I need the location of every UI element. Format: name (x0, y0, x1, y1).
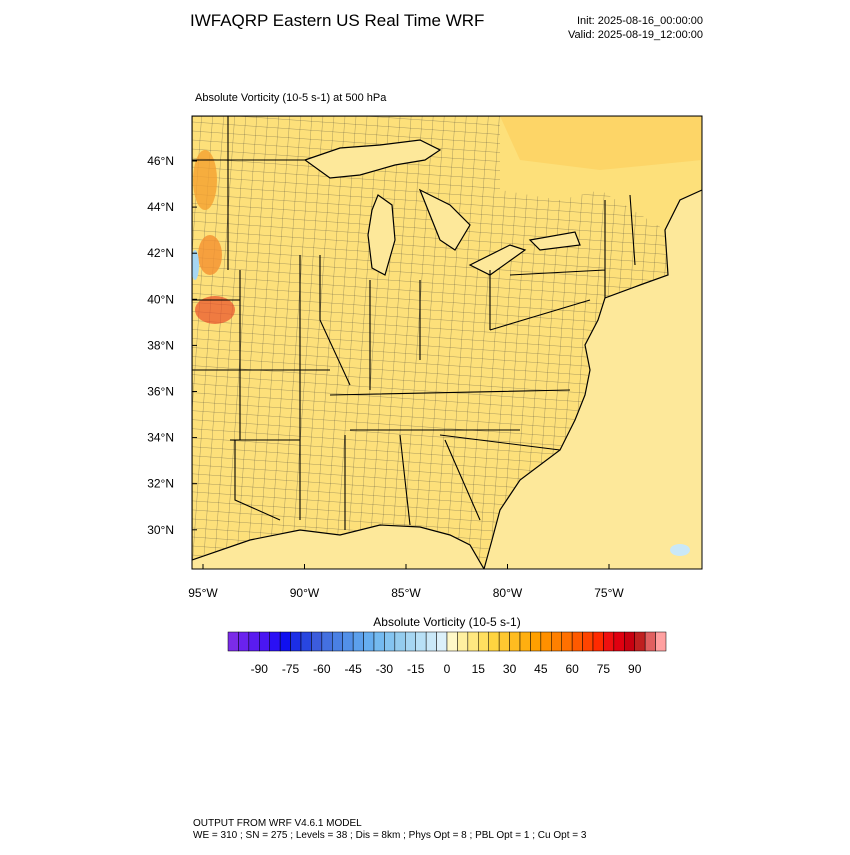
colorbar-box (446, 631, 458, 652)
colorbar-box (644, 631, 656, 652)
colorbar-label: 75 (597, 662, 611, 676)
lon-axis: 95°W 90°W 85°W 80°W 75°W (188, 564, 624, 600)
colorbar-box (300, 631, 312, 652)
colorbar-box (530, 631, 542, 652)
colorbar-label: -15 (407, 662, 425, 676)
lon-label: 95°W (188, 586, 218, 600)
subtitle: Absolute Vorticity (10-5 s-1) at 500 hPa (195, 92, 387, 104)
colorbar-box (498, 631, 510, 652)
colorbar-box (488, 631, 500, 652)
shade (500, 116, 702, 170)
colorbar-label: 30 (503, 662, 517, 676)
shade (670, 544, 690, 556)
colorbar-box (571, 631, 583, 652)
init-time: Init: 2025-08-16_00:00:00 (577, 15, 703, 27)
lat-label: 34°N (147, 431, 174, 445)
lat-label: 44°N (147, 200, 174, 214)
shade (193, 150, 217, 210)
footer-settings: WE = 310 ; SN = 275 ; Levels = 38 ; Dis … (193, 830, 587, 841)
colorbar-label: -90 (251, 662, 269, 676)
colorbar-box (384, 631, 396, 652)
colorbar-label: 90 (628, 662, 642, 676)
state-lines (192, 116, 636, 530)
colorbar-box (259, 631, 270, 652)
colorbar-box (227, 631, 239, 652)
colorbar-box (332, 631, 343, 652)
lon-label: 75°W (594, 586, 624, 600)
colorbar-box (457, 631, 469, 652)
great-lakes (303, 139, 581, 276)
colorbar-box (279, 631, 291, 652)
colorbar-box (582, 631, 594, 652)
colorbar-box (269, 631, 281, 652)
lat-label: 32°N (147, 477, 174, 491)
colorbar-box (415, 631, 427, 652)
colorbar-box (561, 631, 573, 652)
lat-label: 46°N (147, 154, 174, 168)
colorbar-box (290, 631, 302, 652)
lat-label: 42°N (147, 246, 174, 260)
colorbar-box (624, 631, 635, 652)
map (192, 116, 702, 569)
colorbar-box (342, 631, 354, 652)
county-lines (192, 116, 668, 569)
colorbar-box (363, 631, 375, 652)
colorbar-label: 0 (444, 662, 451, 676)
colorbar-title: Absolute Vorticity (10-5 s-1) (373, 615, 520, 629)
lat-label: 38°N (147, 338, 174, 352)
title: IWFAQRP Eastern US Real Time WRF (190, 11, 484, 30)
colorbar-label: -75 (282, 662, 300, 676)
lat-axis: 46°N 44°N 42°N 40°N 38°N 36°N 34°N 32°N 30°N (147, 154, 197, 537)
lon-label: 80°W (493, 586, 523, 600)
colorbar-box (467, 631, 479, 652)
map-frame (191, 115, 703, 570)
colorbar-box (436, 631, 448, 652)
colorbar-label: -30 (376, 662, 394, 676)
colorbar-box (425, 631, 437, 652)
colorbar-box (634, 631, 646, 652)
footer-model: OUTPUT FROM WRF V4.6.1 MODEL (193, 818, 362, 829)
lat-label: 30°N (147, 523, 174, 537)
lat-label: 40°N (147, 292, 174, 306)
shade (198, 235, 222, 275)
colorbar: -90 -75 -60 -45 -30 -15 0 15 30 45 60 75 90 (227, 631, 667, 676)
colorbar-box (405, 631, 416, 652)
colorbar-label: -45 (344, 662, 362, 676)
colorbar-box (394, 631, 406, 652)
colorbar-box (551, 631, 562, 652)
colorbar-box (603, 631, 615, 652)
shade (195, 296, 235, 324)
colorbar-box (321, 631, 333, 652)
colorbar-box (519, 631, 531, 652)
colorbar-box (540, 631, 552, 652)
valid-time: Valid: 2025-08-19_12:00:00 (568, 29, 703, 41)
colorbar-box (478, 631, 489, 652)
shade (192, 250, 199, 280)
lat-label: 36°N (147, 385, 174, 399)
colorbar-box (238, 631, 250, 652)
colorbar-box (613, 631, 625, 652)
colorbar-box (373, 631, 385, 652)
colorbar-label: 60 (565, 662, 579, 676)
colorbar-box (311, 631, 323, 652)
colorbar-box (248, 631, 260, 652)
colorbar-box (655, 631, 667, 652)
colorbar-box (592, 631, 604, 652)
lon-label: 90°W (290, 586, 320, 600)
colorbar-box (352, 631, 364, 652)
colorbar-label: 15 (472, 662, 486, 676)
colorbar-label: 45 (534, 662, 548, 676)
colorbar-box (509, 631, 521, 652)
lon-label: 85°W (391, 586, 421, 600)
colorbar-label: -60 (313, 662, 331, 676)
